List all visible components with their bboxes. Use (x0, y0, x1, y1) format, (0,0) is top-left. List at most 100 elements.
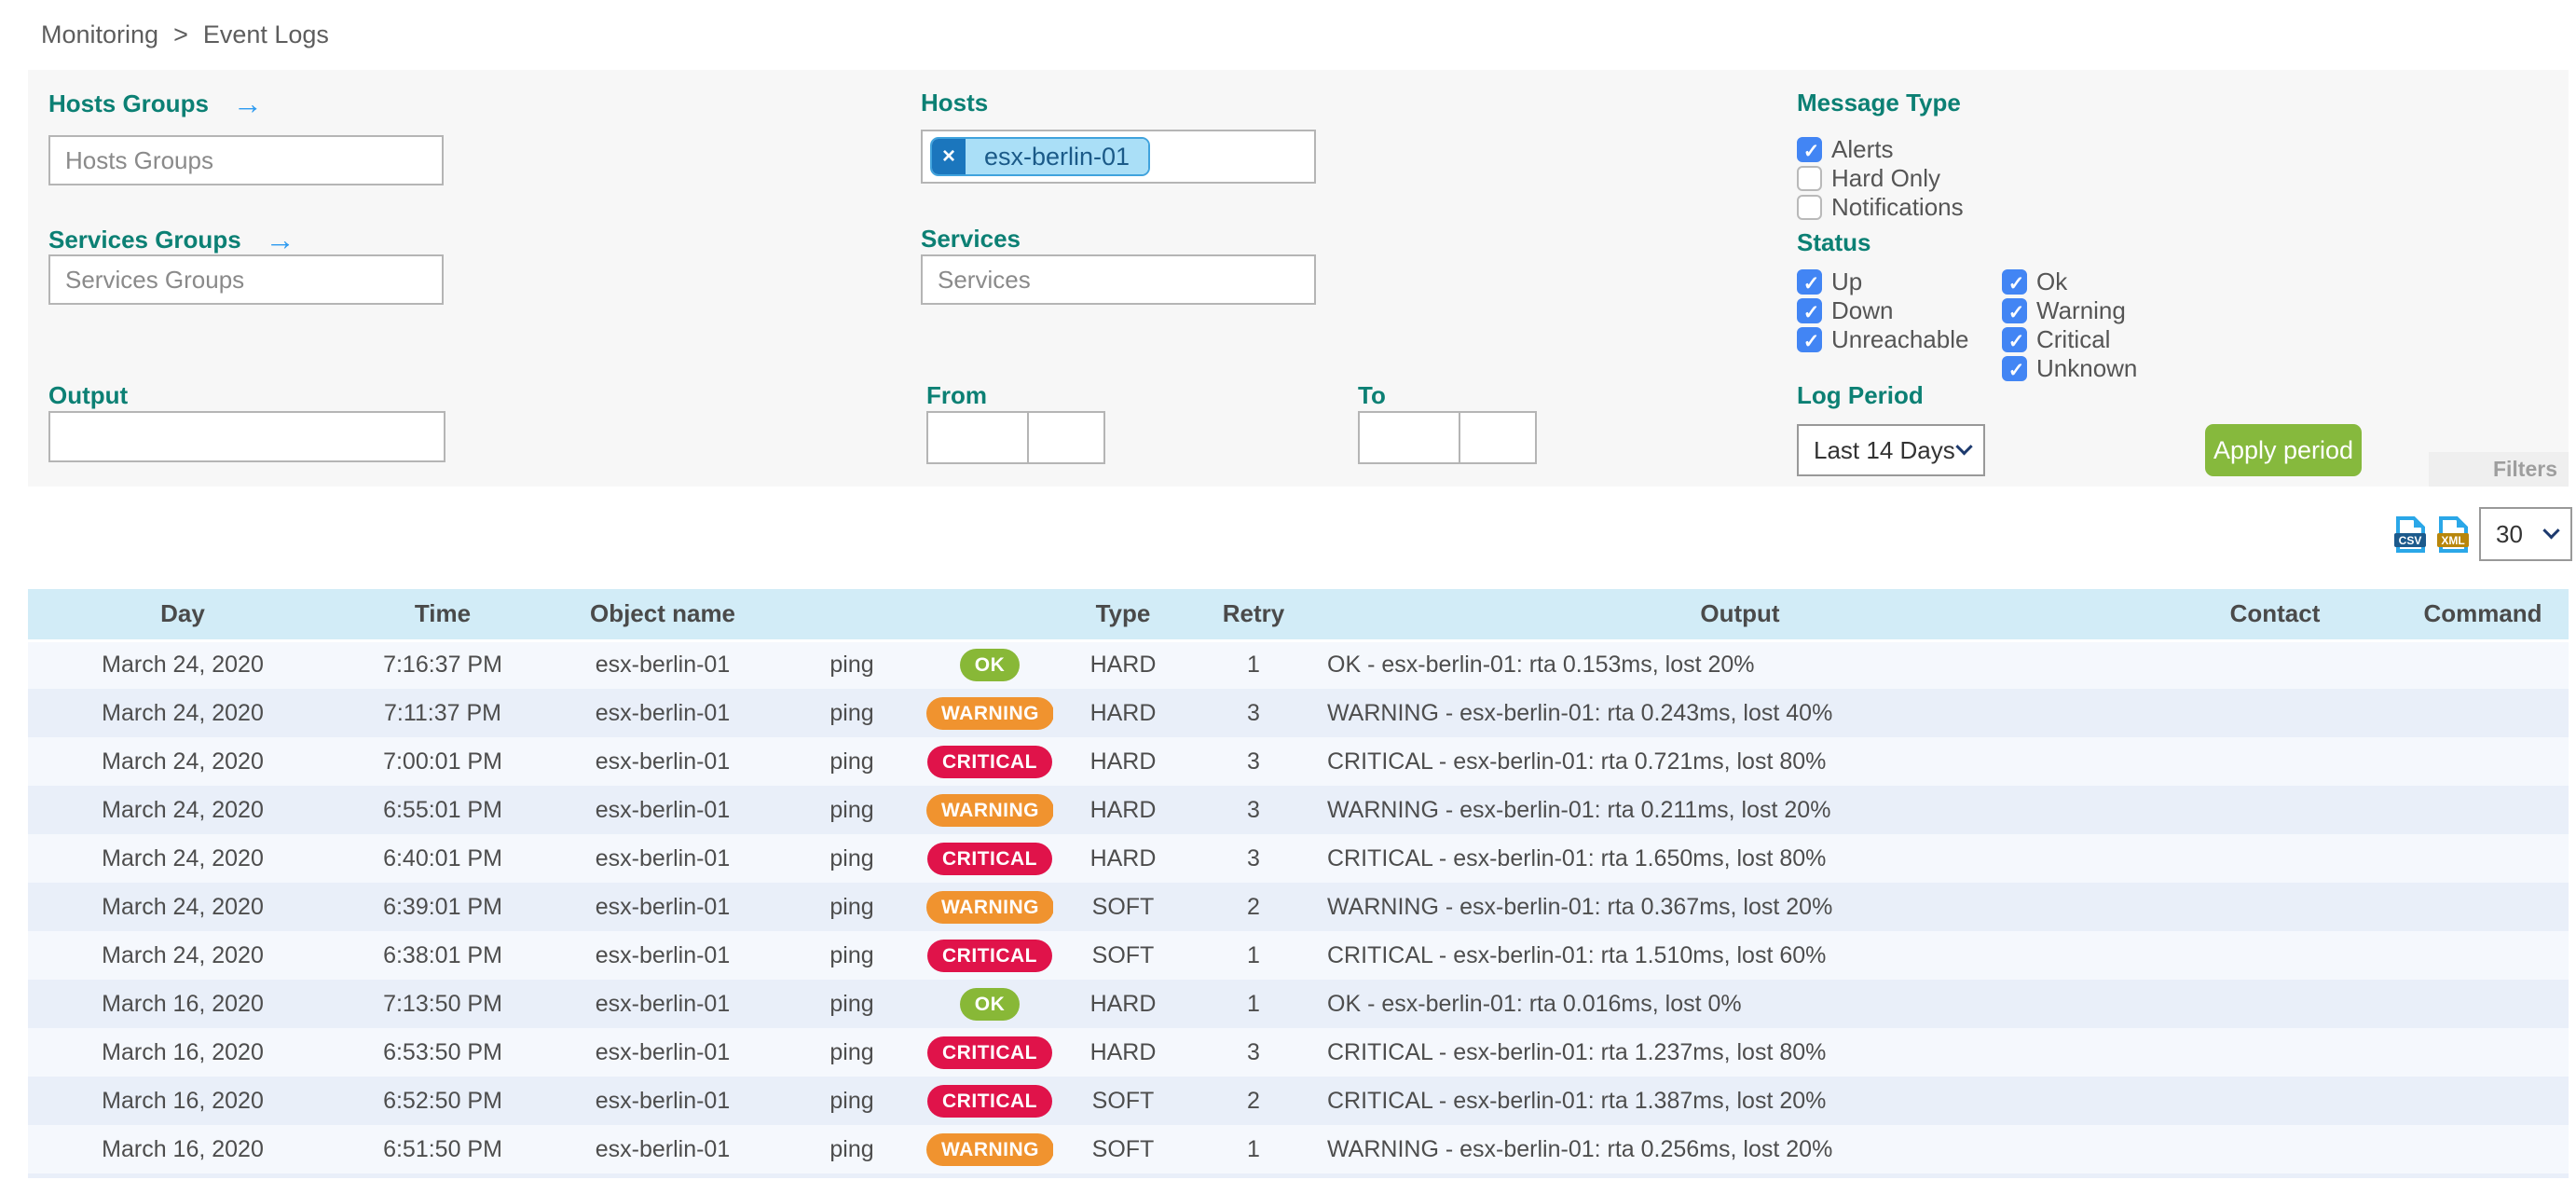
services-groups-label: Services Groups → (48, 223, 295, 256)
checkbox-unknown[interactable]: Unknown (2002, 354, 2137, 383)
cell-command (2397, 640, 2569, 689)
header-output[interactable]: Output (1314, 589, 2153, 642)
to-date-input[interactable] (1358, 411, 1460, 464)
hosts-input[interactable]: × esx-berlin-01 (921, 130, 1316, 184)
cell-object-name: esx-berlin-01 (595, 941, 731, 968)
log-period-select[interactable]: Last 14 Days (1797, 424, 1985, 476)
cell-output: OK - esx-berlin-01: rta 0.153ms, lost 20… (1327, 652, 1755, 679)
apply-period-button[interactable]: Apply period (2205, 424, 2362, 476)
cell-service: ping (829, 941, 874, 968)
checkbox-icon (1797, 137, 1824, 164)
cell-time: 6:52:50 PM (383, 1087, 502, 1114)
cell-object-name: esx-berlin-01 (595, 748, 731, 775)
arrow-right-icon[interactable]: → (232, 87, 263, 120)
cell-type: HARD (1089, 1038, 1157, 1065)
cell-service: ping (829, 1087, 874, 1114)
from-label: From (926, 381, 987, 409)
cell-status: CRITICAL (926, 931, 1053, 980)
output-filter-input[interactable] (48, 411, 445, 462)
cell-command (2397, 1125, 2569, 1173)
xml-export-icon[interactable]: XML (2436, 515, 2470, 554)
cell-output: CRITICAL - esx-berlin-01: rta 1.237ms, l… (1327, 1038, 1827, 1065)
header-command[interactable]: Command (2397, 589, 2569, 642)
event-table-body: March 24, 2020 7:16:37 PM esx-berlin-01 pin… (28, 640, 2569, 1173)
cell-time: 6:51:50 PM (383, 1135, 502, 1162)
cell-status: WARNING (926, 689, 1053, 737)
cell-status: OK (926, 640, 1053, 689)
checkbox-icon (2002, 298, 2029, 325)
cell-time: 6:53:50 PM (383, 1038, 502, 1065)
cell-status: WARNING (926, 883, 1053, 931)
cell-time: 7:13:50 PM (383, 990, 502, 1017)
checkbox-notifications[interactable]: Notifications (1797, 193, 1964, 222)
header-time[interactable]: Time (337, 589, 548, 642)
cell-service: ping (829, 748, 874, 775)
status-badge: CRITICAL (927, 1084, 1052, 1118)
log-period-label: Log Period (1797, 381, 1924, 409)
checkbox-down[interactable]: Down (1797, 296, 1893, 325)
page-size-value: 30 (2496, 519, 2523, 548)
checkbox-up[interactable]: Up (1797, 268, 1862, 296)
breadcrumb-event-logs[interactable]: Event Logs (202, 21, 329, 48)
status-badge: OK (959, 987, 1021, 1021)
services-groups-input[interactable] (48, 254, 444, 305)
cell-status: WARNING (926, 1125, 1053, 1173)
filters-tab[interactable]: Filters (2429, 452, 2569, 487)
checkbox-warning[interactable]: Warning (2002, 296, 2126, 325)
services-input[interactable] (921, 254, 1316, 305)
cell-output: WARNING - esx-berlin-01: rta 0.243ms, lo… (1327, 699, 1833, 726)
cell-command (2397, 1028, 2569, 1077)
checkbox-icon (2002, 327, 2029, 354)
status-badge: CRITICAL (927, 842, 1052, 875)
header-day[interactable]: Day (28, 589, 337, 642)
cell-status: CRITICAL (926, 1028, 1053, 1077)
csv-export-icon[interactable]: CSV (2393, 515, 2427, 554)
table-header-row: Day Time Object name Type Retry Output C… (28, 589, 2569, 642)
checkbox-critical[interactable]: Critical (2002, 325, 2110, 354)
checkbox-icon (2002, 356, 2029, 383)
to-label: To (1358, 381, 1386, 409)
breadcrumb-monitoring[interactable]: Monitoring (41, 21, 159, 48)
header-retry[interactable]: Retry (1193, 589, 1314, 642)
from-time-input[interactable] (1027, 411, 1105, 464)
to-time-input[interactable] (1459, 411, 1537, 464)
checkbox-alerts[interactable]: Alerts (1797, 135, 1893, 164)
cell-day: March 24, 2020 (102, 941, 264, 968)
header-object-name[interactable]: Object name (548, 589, 777, 642)
checkbox-hard-only[interactable]: Hard Only (1797, 164, 1940, 193)
cell-contact (2153, 737, 2397, 786)
host-chip-label: esx-berlin-01 (966, 139, 1149, 174)
header-type[interactable]: Type (1053, 589, 1193, 642)
filter-panel: Hosts Groups → Services Groups → Output … (28, 70, 2569, 487)
cell-command (2397, 834, 2569, 883)
status-badge: CRITICAL (927, 939, 1052, 972)
cell-day: March 24, 2020 (102, 699, 264, 726)
cell-object-name: esx-berlin-01 (595, 1087, 731, 1114)
svg-text:XML: XML (2441, 534, 2464, 547)
cell-day: March 16, 2020 (102, 990, 264, 1017)
cell-day: March 16, 2020 (102, 1135, 264, 1162)
cell-time: 7:00:01 PM (383, 748, 502, 775)
checkbox-icon (2002, 269, 2029, 296)
header-contact[interactable]: Contact (2153, 589, 2397, 642)
cell-time: 6:40:01 PM (383, 844, 502, 871)
cell-time: 6:39:01 PM (383, 893, 502, 920)
chip-remove-icon[interactable]: × (932, 139, 966, 174)
partial-next-row (28, 1173, 2569, 1178)
page-size-select[interactable]: 30 (2479, 507, 2572, 561)
arrow-right-icon[interactable]: → (265, 223, 295, 256)
checkbox-ok[interactable]: Ok (2002, 268, 2067, 296)
cell-output: WARNING - esx-berlin-01: rta 0.367ms, lo… (1327, 893, 1833, 920)
hosts-groups-input[interactable] (48, 135, 444, 185)
cell-contact (2153, 640, 2397, 689)
cell-command (2397, 980, 2569, 1028)
cell-day: March 24, 2020 (102, 652, 264, 679)
cell-retry: 3 (1247, 1038, 1260, 1065)
cell-output: CRITICAL - esx-berlin-01: rta 1.387ms, l… (1327, 1087, 1827, 1114)
cell-retry: 3 (1247, 748, 1260, 775)
checkbox-unreachable[interactable]: Unreachable (1797, 325, 1968, 354)
cell-contact (2153, 931, 2397, 980)
from-date-input[interactable] (926, 411, 1029, 464)
header-status (926, 589, 1053, 642)
cell-service: ping (829, 652, 874, 679)
